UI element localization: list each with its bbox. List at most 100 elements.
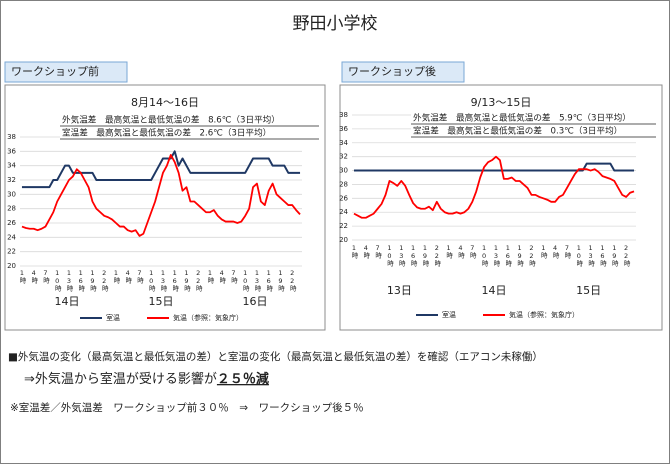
y-tick-label: 22 <box>339 222 348 230</box>
x-tick-label: 13時 <box>253 269 261 292</box>
x-tick-label: 4時 <box>551 244 559 259</box>
x-tick-label: 7時 <box>563 244 571 259</box>
annotation: 外気温差 最高気温と最低気温の差 5.9℃（3日平均） <box>413 112 631 124</box>
x-tick-label: 16時 <box>598 244 606 267</box>
day-label: 15日 <box>576 284 601 297</box>
y-tick-label: 34 <box>339 139 348 147</box>
x-tick-label: 13時 <box>492 244 500 267</box>
x-tick-label: 4時 <box>124 269 132 284</box>
y-tick-label: 36 <box>7 147 16 155</box>
y-tick-label: 36 <box>339 125 348 133</box>
y-tick-label: 20 <box>339 236 348 244</box>
x-tick-label: 1時 <box>445 244 453 259</box>
day-label: 15日 <box>149 295 174 308</box>
x-tick-label: 13時 <box>65 269 73 292</box>
x-tick-label: 19時 <box>610 244 618 267</box>
x-tick-label: 7時 <box>135 269 143 284</box>
y-tick-label: 24 <box>339 208 348 216</box>
series-line <box>353 155 635 219</box>
x-tick-label: 10時 <box>385 244 393 267</box>
legend-label: 気温（参照：気象庁） <box>509 310 579 319</box>
annotation-bg <box>411 112 656 124</box>
day-label: 14日 <box>55 295 80 308</box>
x-tick-label: 13時 <box>159 269 167 292</box>
summary-emphasis: ２５％減 <box>217 371 269 387</box>
x-tick-label: 16時 <box>409 244 417 267</box>
x-tick-label: 16時 <box>171 269 179 292</box>
summary-line: ⇒外気温から室温が受ける影響が２５％減 <box>24 371 269 387</box>
annotation: 外気温差 最高気温と最低気温の差 8.6℃（3日平均） <box>62 114 280 126</box>
day-label: 13日 <box>387 284 412 297</box>
x-tick-label: 19時 <box>421 244 429 267</box>
x-tick-label: 10時 <box>53 269 61 292</box>
annotation: 室温差 最高気温と最低気温の差 0.3℃（3日平均） <box>413 125 622 137</box>
panel-label-box <box>4 61 128 83</box>
x-tick-label: 22時 <box>622 244 630 267</box>
x-tick-label: 7時 <box>41 269 49 284</box>
x-tick-label: 16時 <box>504 244 512 267</box>
annotation-bg <box>411 125 656 137</box>
y-tick-label: 20 <box>7 262 16 270</box>
x-tick-label: 1時 <box>18 269 26 284</box>
series-line <box>21 154 301 237</box>
legend-label: 気温（参照：気象庁） <box>173 313 243 322</box>
x-tick-label: 22時 <box>194 269 202 292</box>
x-tick-label: 22時 <box>527 244 535 267</box>
y-tick-label: 24 <box>7 233 16 241</box>
x-tick-label: 4時 <box>456 244 464 259</box>
y-tick-label: 34 <box>7 162 16 170</box>
x-tick-label: 10時 <box>147 269 155 292</box>
summary-text: ⇒外気温から室温が受ける影響が <box>24 371 217 387</box>
x-tick-label: 1時 <box>539 244 547 259</box>
x-tick-label: 4時 <box>30 269 38 284</box>
y-tick-label: 38 <box>339 111 348 119</box>
day-label: 14日 <box>482 284 507 297</box>
summary-line: ※室温差／外気温差 ワークショップ前３０％ ⇒ ワークショップ後５％ <box>10 401 364 414</box>
series-line <box>21 150 301 189</box>
x-tick-label: 13時 <box>587 244 595 267</box>
x-tick-label: 22時 <box>288 269 296 292</box>
x-tick-label: 19時 <box>182 269 190 292</box>
day-label: 16日 <box>243 295 268 308</box>
series-line <box>353 162 635 172</box>
slide-title: 野田小学校 <box>293 14 378 34</box>
x-tick-label: 19時 <box>276 269 284 292</box>
annotation-bg <box>60 114 319 126</box>
annotation-bg <box>60 127 319 139</box>
x-tick-label: 22時 <box>433 244 441 267</box>
y-tick-label: 30 <box>7 190 16 198</box>
panel-label: ワークショップ後 <box>348 64 436 78</box>
x-tick-label: 16時 <box>77 269 85 292</box>
x-tick-label: 1時 <box>350 244 358 259</box>
x-tick-label: 1時 <box>206 269 214 284</box>
x-tick-label: 4時 <box>362 244 370 259</box>
y-tick-label: 22 <box>7 248 16 256</box>
y-tick-label: 30 <box>339 167 348 175</box>
y-tick-label: 32 <box>339 153 348 161</box>
panel-label-box <box>341 61 465 83</box>
x-tick-label: 10時 <box>575 244 583 267</box>
y-tick-label: 26 <box>339 194 348 202</box>
y-tick-label: 28 <box>339 180 348 188</box>
x-tick-label: 1時 <box>112 269 120 284</box>
y-tick-label: 28 <box>7 205 16 213</box>
x-tick-label: 7時 <box>468 244 476 259</box>
x-tick-label: 10時 <box>241 269 249 292</box>
x-tick-label: 22時 <box>100 269 108 292</box>
x-tick-label: 10時 <box>480 244 488 267</box>
x-tick-label: 13時 <box>397 244 405 267</box>
x-tick-label: 7時 <box>229 269 237 284</box>
annotation: 室温差 最高気温と最低気温の差 2.6℃（3日平均） <box>62 127 271 139</box>
panel-label: ワークショップ前 <box>11 64 99 78</box>
y-tick-label: 32 <box>7 176 16 184</box>
x-tick-label: 4時 <box>218 269 226 284</box>
chart-title: 8月14～16日 <box>131 96 199 109</box>
x-tick-label: 7時 <box>374 244 382 259</box>
legend-label: 室温 <box>442 310 456 319</box>
y-tick-label: 38 <box>7 133 16 141</box>
x-tick-label: 19時 <box>88 269 96 292</box>
x-tick-label: 19時 <box>516 244 524 267</box>
legend-label: 室温 <box>106 313 120 322</box>
x-tick-label: 16時 <box>265 269 273 292</box>
